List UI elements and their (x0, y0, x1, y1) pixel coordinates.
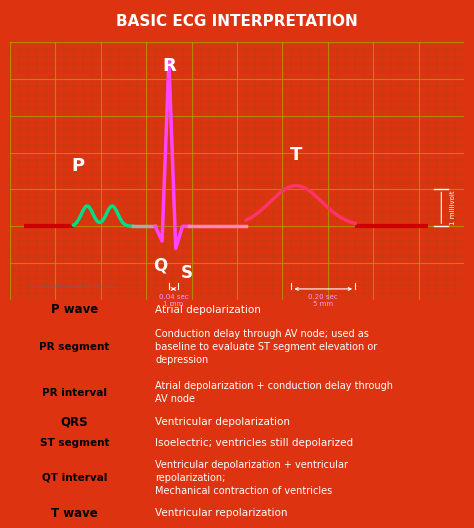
Text: PR interval: PR interval (42, 388, 107, 398)
Text: 0.04 sec
1 mm: 0.04 sec 1 mm (159, 295, 188, 307)
Text: T: T (290, 146, 302, 164)
Text: S: S (181, 264, 193, 282)
Text: P wave: P wave (51, 304, 98, 316)
Text: ST segment: ST segment (40, 438, 109, 448)
Text: T wave: T wave (51, 506, 98, 520)
Text: Conduction delay through AV node; used as
baseline to evaluate ST segment elevat: Conduction delay through AV node; used a… (155, 329, 377, 365)
Text: R: R (162, 58, 176, 76)
Text: 1 millivolt: 1 millivolt (450, 191, 456, 225)
Text: 0.20 sec
5 mm: 0.20 sec 5 mm (309, 295, 338, 307)
Text: Atrial depolarization + conduction delay through
AV node: Atrial depolarization + conduction delay… (155, 381, 393, 404)
Text: QT interval: QT interval (42, 473, 107, 483)
Text: Ventricular repolarization: Ventricular repolarization (155, 508, 288, 518)
Text: BASIC ECG INTERPRETATION: BASIC ECG INTERPRETATION (116, 14, 358, 29)
Text: Ventricular depolarization: Ventricular depolarization (155, 417, 290, 427)
Text: Q: Q (153, 257, 167, 275)
Text: yourstudent+nurse.tumblr.com: yourstudent+nurse.tumblr.com (28, 284, 115, 289)
Text: P: P (72, 157, 85, 175)
Text: Ventricular depolarization + ventricular
repolarization;
Mechanical contraction : Ventricular depolarization + ventricular… (155, 460, 348, 496)
Text: Isoelectric; ventricles still depolarized: Isoelectric; ventricles still depolarize… (155, 438, 353, 448)
Text: QRS: QRS (61, 416, 88, 428)
Text: PR segment: PR segment (39, 342, 109, 352)
Text: Atrial depolarization: Atrial depolarization (155, 305, 261, 315)
